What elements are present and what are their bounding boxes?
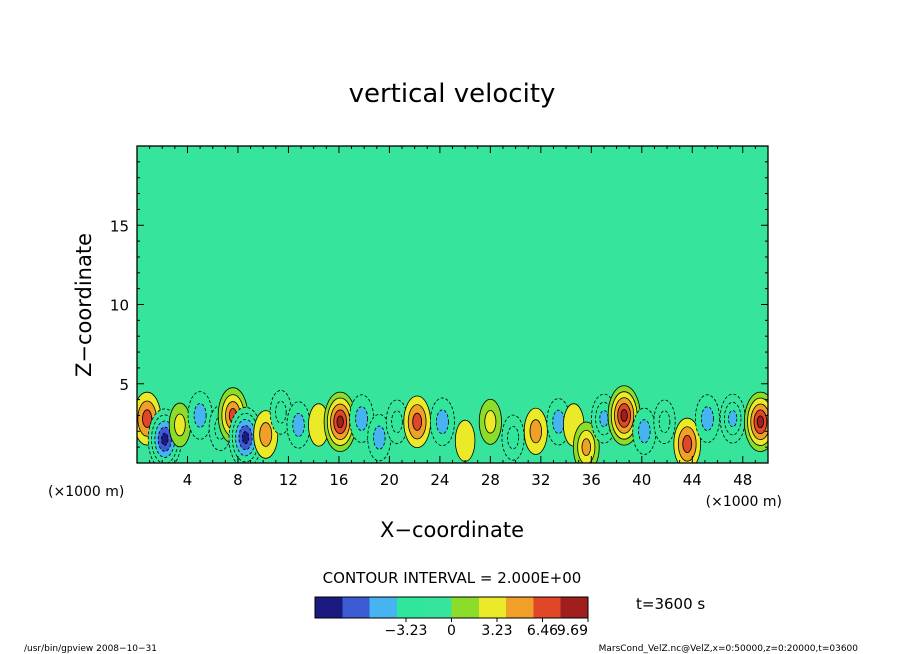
velocity-cell <box>743 391 768 452</box>
contour-ring <box>700 406 714 431</box>
contour-ring <box>142 409 153 428</box>
velocity-cell <box>269 389 292 435</box>
footer-source-info: MarsCond_VelZ.nc@VelZ,x=0:50000,z=0:2000… <box>599 644 859 654</box>
velocity-cell <box>673 417 702 463</box>
contour-ring <box>552 409 565 434</box>
x-axis-ticks: 4 8 12 16 20 24 28 32 36 40 44 48 <box>149 146 756 489</box>
velocity-cell <box>501 414 525 461</box>
velocity-cell <box>349 394 375 443</box>
velocity-cell <box>187 391 213 440</box>
x-axis-label: X−coordinate <box>380 518 524 542</box>
contour-ring <box>507 425 520 450</box>
contour-ring <box>391 410 403 434</box>
contour-ring <box>756 415 765 429</box>
velocity-cell <box>607 385 641 446</box>
footer-program-info: /usr/bin/gpview 2008−10−31 <box>24 644 157 654</box>
velocity-cell <box>454 419 476 462</box>
x-tick-label: 24 <box>430 471 449 489</box>
contour-ring <box>529 419 542 444</box>
velocity-cell <box>653 399 676 445</box>
contour-ring <box>581 438 591 456</box>
y-tick-label: 5 <box>119 376 129 394</box>
velocity-cell <box>367 414 392 462</box>
velocity-cell <box>286 401 311 449</box>
y-axis-label: Z−coordinate <box>72 233 96 377</box>
contour-ring <box>638 419 651 444</box>
x-tick-label: 36 <box>582 471 601 489</box>
colorbar: −3.23 0 3.23 6.469.69 <box>314 596 589 639</box>
time-label: t=3600 s <box>636 595 705 613</box>
x-tick-label: 8 <box>233 471 243 489</box>
colorbar-tick-label: 9.69 <box>557 623 588 639</box>
contour-ring <box>658 410 671 434</box>
plot-area <box>136 145 769 464</box>
x-tick-label: 48 <box>733 471 752 489</box>
contour-ring <box>336 415 344 429</box>
colorbar-bar <box>314 596 589 619</box>
contour-ring <box>161 432 169 446</box>
contour-ring <box>292 412 305 437</box>
contour-ring <box>355 406 369 431</box>
contour-ring <box>484 410 497 434</box>
velocity-cell <box>632 407 657 455</box>
colorbar-tick-label: 6.46 <box>527 623 558 639</box>
velocity-cell <box>323 391 357 452</box>
x-tick-label: 12 <box>279 471 298 489</box>
velocity-cell <box>403 395 431 448</box>
contour-ring <box>620 409 628 422</box>
x-tick-label: 32 <box>531 471 550 489</box>
contour-ring <box>728 410 738 428</box>
contour-ring <box>174 413 186 437</box>
colorbar-tick-label: 3.23 <box>481 623 512 639</box>
y-axis-ticks: 5 10 15 <box>110 161 768 448</box>
velocity-cell <box>523 407 548 455</box>
contour-ring <box>259 422 273 447</box>
velocity-cell <box>478 398 502 445</box>
x-tick-label: 16 <box>329 471 348 489</box>
velocity-cell <box>385 399 409 445</box>
y-tick-label: 10 <box>110 297 129 315</box>
velocity-cell <box>719 393 746 444</box>
x-tick-label: 4 <box>183 471 193 489</box>
colorbar-ticks: −3.23 0 3.23 6.469.69 <box>385 618 589 639</box>
velocity-cell <box>572 421 600 463</box>
contour-ring <box>435 409 449 435</box>
x-unit-label-left: (×1000 m) <box>48 484 124 500</box>
velocity-cell <box>694 394 720 443</box>
contour-ring <box>682 434 693 453</box>
velocity-cell <box>429 397 455 447</box>
contour-ring <box>193 403 207 428</box>
x-tick-label: 40 <box>632 471 651 489</box>
x-tick-label: 20 <box>380 471 399 489</box>
contour-ring <box>599 410 609 428</box>
contour-ring <box>412 412 423 431</box>
contour-ring <box>373 425 386 450</box>
contour-ring <box>454 419 476 462</box>
chart-title: vertical velocity <box>349 79 556 109</box>
colorbar-tick-label: −3.23 <box>385 623 428 639</box>
x-unit-label-right: (×1000 m) <box>706 494 782 510</box>
y-tick-label: 15 <box>110 217 129 235</box>
colorbar-tick-label: 0 <box>447 623 456 639</box>
contour-interval-label: CONTOUR INTERVAL = 2.000E+00 <box>323 569 582 587</box>
x-tick-label: 44 <box>683 471 702 489</box>
velocity-cell <box>168 402 192 448</box>
contour-ring <box>241 431 250 445</box>
velocity-cells <box>137 385 768 463</box>
contour-ring <box>275 400 287 424</box>
x-tick-label: 28 <box>481 471 500 489</box>
